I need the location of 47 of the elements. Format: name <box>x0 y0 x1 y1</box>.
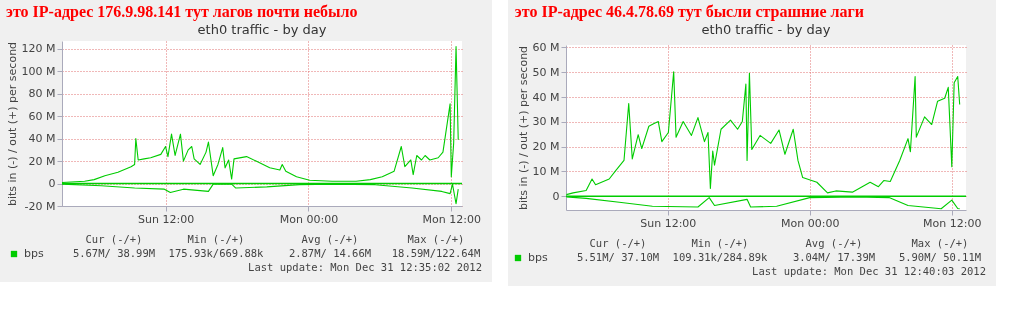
y-tick-label: 40 M <box>532 90 560 104</box>
y-tick-label: -20 M <box>24 199 56 213</box>
text: 5.51M/ 37.10M <box>576 251 660 263</box>
y-tick-label: 80 M <box>28 87 56 101</box>
y-tick-label: 20 M <box>532 140 560 154</box>
y-tick-label: 60 M <box>532 40 560 54</box>
text: Avg (-/+) <box>301 233 359 245</box>
text: Min (-/+) <box>691 237 749 249</box>
y-tick-label: 50 M <box>532 65 560 79</box>
text: Last update: Mon Dec 31 12:35:02 2012 <box>248 261 482 273</box>
x-tick-label: Sun 12:00 <box>640 216 697 230</box>
y-tick-label: 60 M <box>28 109 56 123</box>
y-tick-label: 10 M <box>532 164 560 178</box>
legend-label: bps <box>24 247 44 260</box>
text: Last update: Mon Dec 31 12:40:03 2012 <box>752 265 986 277</box>
text: 5.67M/ 38.99M <box>72 247 156 259</box>
y-tick-label: 100 M <box>21 64 56 78</box>
x-tick-label: Mon 00:00 <box>781 216 840 230</box>
y-tick-label: 40 M <box>28 132 56 146</box>
text: Avg (-/+) <box>805 237 863 249</box>
text: Cur (-/+) <box>589 237 647 249</box>
y-axis-title: bits in (-) / out (+) per second <box>516 45 530 211</box>
text: 5.90M/ 50.11M <box>898 251 982 263</box>
y-tick-label: 30 M <box>532 115 560 129</box>
x-tick-label: Mon 12:00 <box>923 216 982 230</box>
y-axis-title: bits in (-) / out (+) per second <box>5 41 19 207</box>
x-tick-label: Sun 12:00 <box>138 212 195 226</box>
text: 175.93k/669.88k <box>168 247 265 259</box>
chart-title: это IP-адрес 176.9.98.141 тут лагов почти небыло <box>6 3 358 21</box>
text: Cur (-/+) <box>85 233 143 245</box>
legend-label: bps <box>528 251 548 264</box>
y-tick-label: 120 M <box>21 42 56 56</box>
text: Min (-/+) <box>187 233 245 245</box>
text: 109.31k/284.89k <box>672 251 769 263</box>
chart-subtitle: eth0 traffic - by day <box>197 22 327 37</box>
text: Max (-/+) <box>407 233 465 245</box>
text: Max (-/+) <box>911 237 969 249</box>
x-tick-label: Mon 00:00 <box>279 212 339 226</box>
x-tick-label: Mon 12:00 <box>422 212 481 226</box>
y-tick-label: 0 <box>552 189 560 203</box>
chart-subtitle: eth0 traffic - by day <box>701 22 831 38</box>
text: 2.87M/ 14.66M <box>288 247 372 259</box>
y-tick-label: 0 <box>48 177 56 191</box>
chart-title: это IP-адрес 46.4.78.69 тут бысли страшние лаги <box>514 3 864 22</box>
y-tick-label: 20 M <box>28 154 56 168</box>
text: 3.04M/ 17.39M <box>792 251 876 263</box>
text: 18.59M/122.64M <box>391 247 481 259</box>
